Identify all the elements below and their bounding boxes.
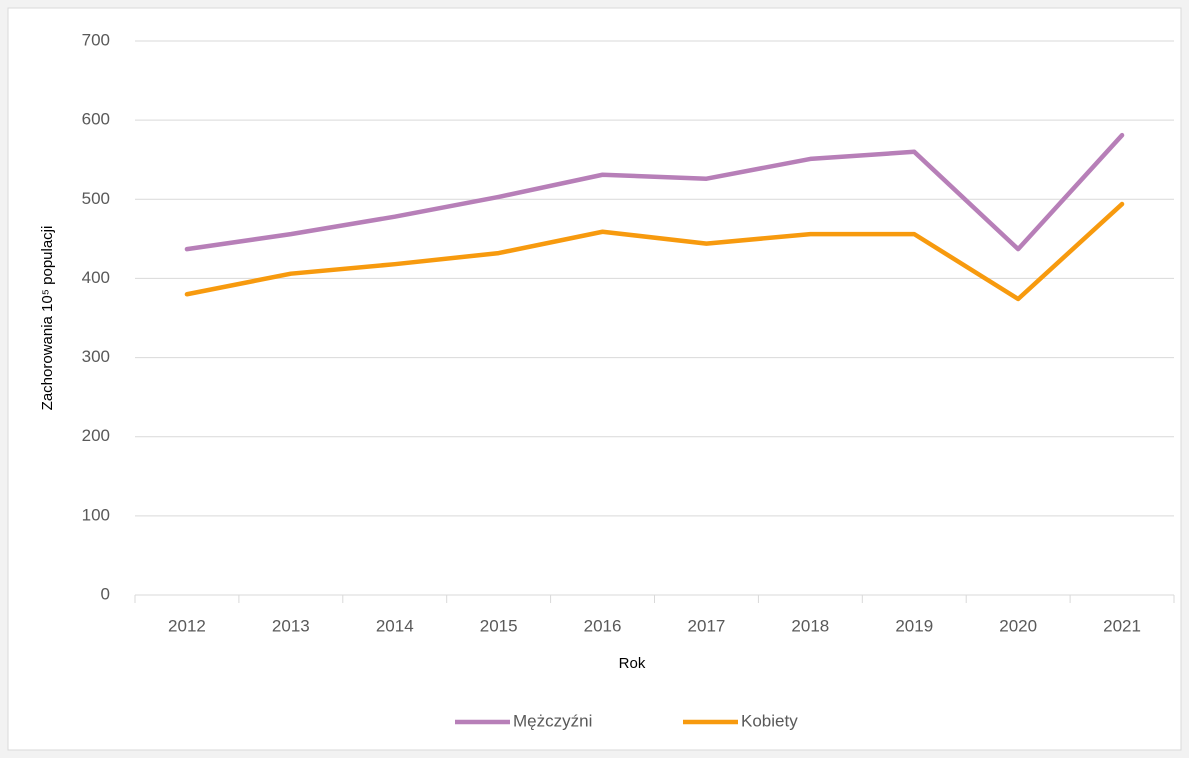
x-tick-label: 2019: [895, 616, 933, 635]
x-tick-label: 2018: [791, 616, 829, 635]
y-tick-label: 0: [101, 584, 110, 603]
x-tick-label: 2014: [376, 616, 414, 635]
x-tick-label: 2015: [480, 616, 518, 635]
y-tick-label: 300: [82, 347, 110, 366]
y-tick-label: 500: [82, 189, 110, 208]
y-tick-label: 600: [82, 110, 110, 129]
y-tick-label: 200: [82, 426, 110, 445]
y-axis-title: Zachorowania 10⁵ populacji: [39, 226, 56, 411]
legend-label: Mężczyźni: [513, 711, 592, 730]
x-tick-label: 2013: [272, 616, 310, 635]
legend-label: Kobiety: [741, 711, 798, 730]
x-tick-label: 2012: [168, 616, 206, 635]
y-tick-label: 100: [82, 505, 110, 524]
x-tick-label: 2016: [584, 616, 622, 635]
line-series: [184, 201, 1125, 302]
x-tick-label: 2021: [1103, 616, 1141, 635]
line-series: [184, 132, 1125, 252]
x-axis-title: Rok: [619, 655, 646, 672]
x-tick-label: 2017: [688, 616, 726, 635]
y-tick-label: 400: [82, 268, 110, 287]
x-tick-label: 2020: [999, 616, 1037, 635]
y-tick-label: 700: [82, 30, 110, 49]
chart-area: [7, 7, 1182, 751]
